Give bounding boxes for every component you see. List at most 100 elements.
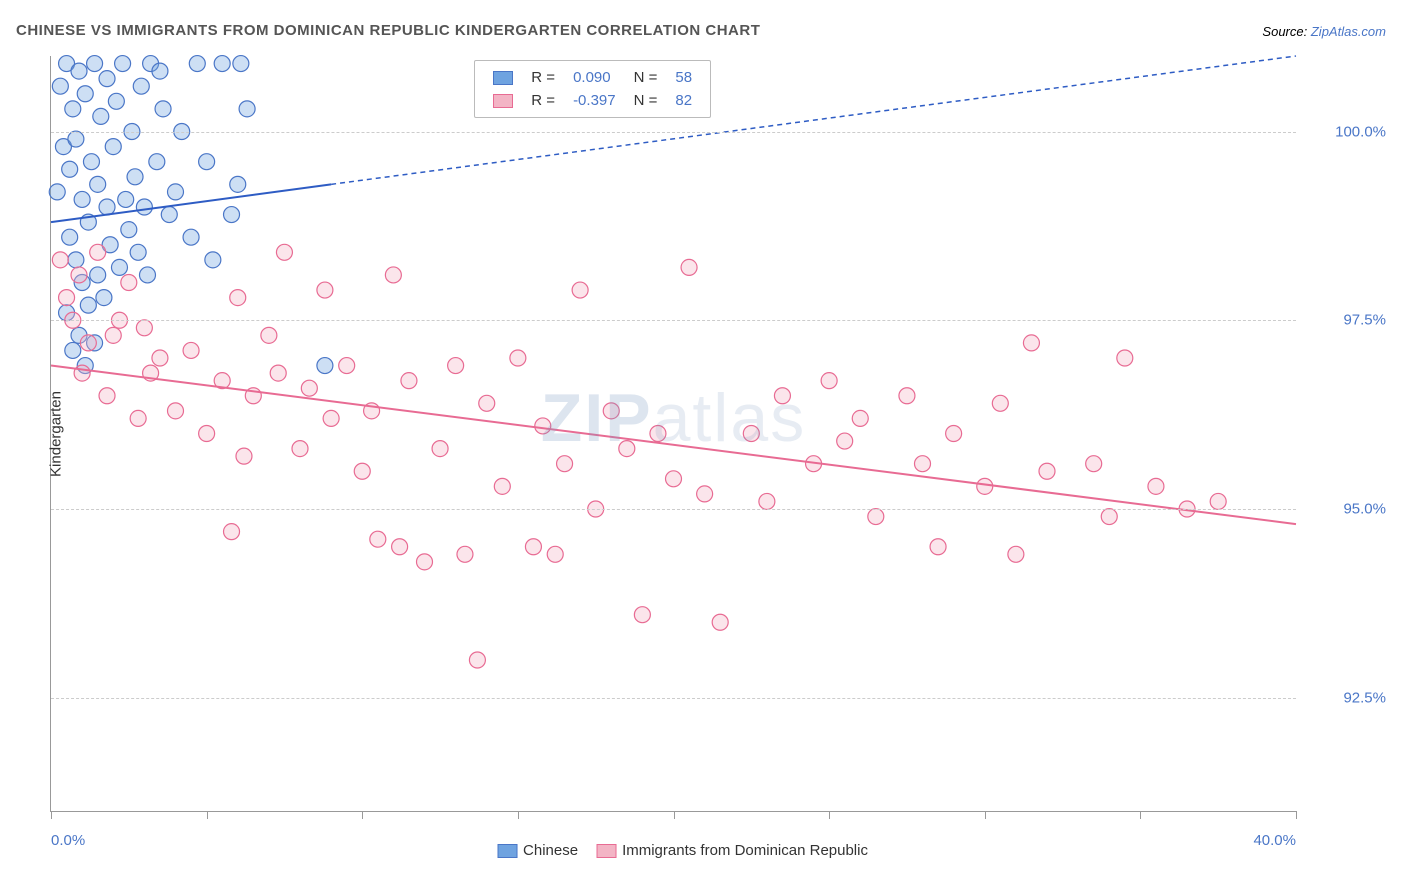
data-point [199, 154, 215, 170]
data-point [161, 207, 177, 223]
legend-label: Chinese [523, 842, 578, 859]
data-point [130, 410, 146, 426]
data-point [152, 350, 168, 366]
data-point [292, 441, 308, 457]
data-point [139, 267, 155, 283]
data-point [479, 395, 495, 411]
data-point [77, 86, 93, 102]
data-point [525, 539, 541, 555]
data-point [111, 259, 127, 275]
data-point [837, 433, 853, 449]
y-tick-label: 92.5% [1343, 689, 1386, 706]
chart-plot-area: Kindergarten R =0.090N =58R =-0.397N =82… [50, 56, 1296, 812]
data-point [236, 448, 252, 464]
data-point [52, 252, 68, 268]
data-point [93, 108, 109, 124]
data-point [697, 486, 713, 502]
data-point [276, 244, 292, 260]
data-point [619, 441, 635, 457]
data-point [80, 335, 96, 351]
data-point [90, 176, 106, 192]
stat-legend: R =0.090N =58R =-0.397N =82 [474, 60, 711, 118]
x-min-label: 0.0% [51, 832, 85, 849]
gridline [51, 509, 1296, 510]
data-point [317, 358, 333, 374]
data-point [759, 493, 775, 509]
x-tick [1296, 811, 1297, 819]
data-point [71, 63, 87, 79]
data-point [1008, 546, 1024, 562]
data-point [977, 478, 993, 494]
data-point [354, 463, 370, 479]
data-point [105, 139, 121, 155]
data-point [494, 478, 510, 494]
data-point [199, 426, 215, 442]
data-point [168, 184, 184, 200]
data-point [214, 56, 230, 72]
data-point [90, 267, 106, 283]
data-point [121, 222, 137, 238]
gridline [51, 320, 1296, 321]
chart-title: CHINESE VS IMMIGRANTS FROM DOMINICAN REP… [16, 22, 760, 39]
legend-label: Immigrants from Dominican Republic [622, 842, 868, 859]
data-point [83, 154, 99, 170]
data-point [230, 290, 246, 306]
legend-swatch [493, 71, 513, 85]
data-point [71, 267, 87, 283]
data-point [1101, 509, 1117, 525]
data-point [133, 78, 149, 94]
data-point [155, 101, 171, 117]
data-point [743, 426, 759, 442]
data-point [224, 207, 240, 223]
data-point [634, 607, 650, 623]
data-point [385, 267, 401, 283]
data-point [62, 161, 78, 177]
data-point [510, 350, 526, 366]
data-point [96, 290, 112, 306]
data-point [821, 373, 837, 389]
data-point [572, 282, 588, 298]
legend-swatch [497, 844, 517, 858]
data-point [370, 531, 386, 547]
data-point [108, 93, 124, 109]
x-tick [1140, 811, 1141, 819]
data-point [127, 169, 143, 185]
data-point [899, 388, 915, 404]
data-point [99, 388, 115, 404]
stat-row: R =0.090N =58 [485, 67, 700, 88]
data-point [1039, 463, 1055, 479]
data-point [339, 358, 355, 374]
data-point [301, 380, 317, 396]
x-tick [985, 811, 986, 819]
chart-container: CHINESE VS IMMIGRANTS FROM DOMINICAN REP… [0, 0, 1406, 892]
data-point [469, 652, 485, 668]
x-tick [362, 811, 363, 819]
data-point [547, 546, 563, 562]
data-point [239, 101, 255, 117]
data-point [74, 191, 90, 207]
data-point [183, 342, 199, 358]
data-point [650, 426, 666, 442]
data-point [1148, 478, 1164, 494]
stat-row: R =-0.397N =82 [485, 90, 700, 111]
data-point [152, 63, 168, 79]
x-tick [518, 811, 519, 819]
data-point [90, 244, 106, 260]
data-point [65, 342, 81, 358]
data-point [59, 290, 75, 306]
data-point [205, 252, 221, 268]
data-point [915, 456, 931, 472]
data-point [183, 229, 199, 245]
data-point [224, 524, 240, 540]
data-point [1086, 456, 1102, 472]
data-point [49, 184, 65, 200]
data-point [115, 56, 131, 72]
data-point [712, 614, 728, 630]
y-tick-label: 95.0% [1343, 501, 1386, 518]
gridline [51, 132, 1296, 133]
y-tick-label: 100.0% [1335, 123, 1386, 140]
data-point [930, 539, 946, 555]
y-tick-label: 97.5% [1343, 312, 1386, 329]
data-point [121, 275, 137, 291]
data-point [65, 101, 81, 117]
